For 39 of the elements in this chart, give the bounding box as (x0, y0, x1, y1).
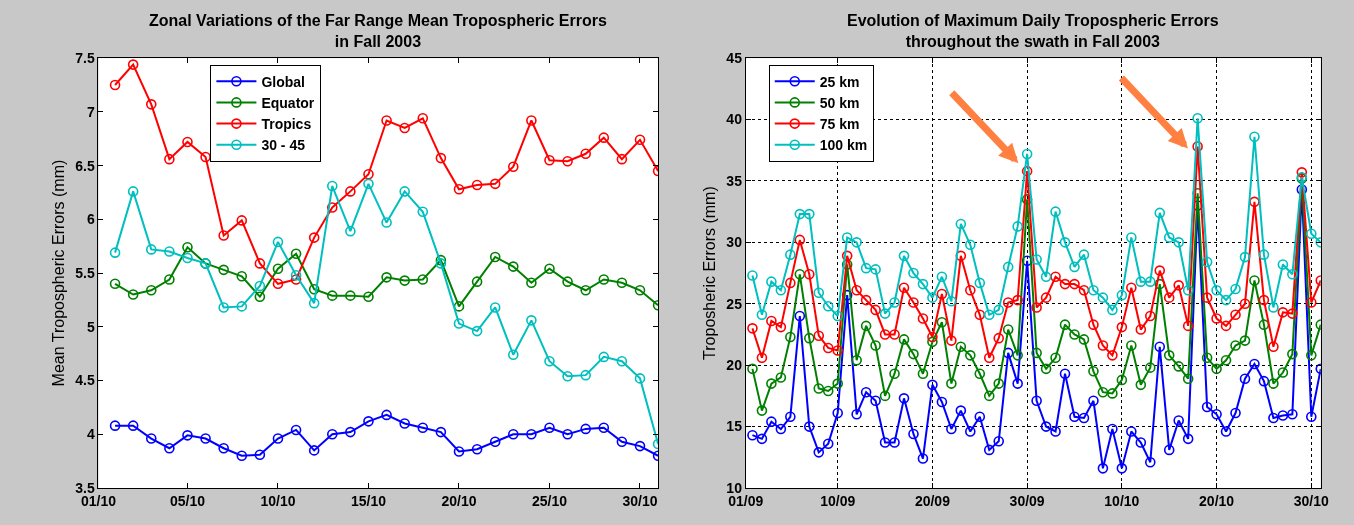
x-tick-label: 15/10 (350, 492, 387, 509)
y-tick-label: 40 (726, 111, 743, 128)
x-tick-label: 10/09 (820, 492, 856, 509)
y-tick-label: 4 (86, 426, 95, 443)
chart-title: Evolution of Maximum Daily Tropospheric Errors throughout the swath in Fall 2003 (847, 12, 1219, 50)
x-tick-label: 20/09 (914, 492, 951, 509)
legend-label: 75 km (819, 116, 860, 133)
y-tick-label: 20 (726, 357, 743, 374)
x-tick-label: 10/10 (260, 492, 296, 509)
legend-label: 100 km (819, 137, 868, 154)
legend-label: 25 km (819, 73, 860, 90)
x-tick-label: 30/09 (1009, 492, 1045, 509)
legend-label: Tropics (261, 116, 312, 133)
y-tick-label: 4.5 (75, 372, 95, 389)
x-tick-label: 30/10 (1293, 492, 1330, 509)
y-tick-label: 30 (726, 234, 743, 251)
y-axis-title: Mean Tropospheric Errors (mm) (50, 159, 68, 387)
y-tick-label: 7.5 (75, 50, 95, 67)
chart-title: Zonal Variations of the Far Range Mean Tropospheric Errors in Fall 2003 (149, 12, 607, 50)
x-tick-label: 30/10 (622, 492, 658, 509)
x-tick-label: 20/10 (441, 492, 477, 509)
y-tick-label: 35 (726, 172, 743, 189)
y-tick-label: 5 (86, 318, 95, 335)
x-tick-label: 25/10 (531, 492, 568, 509)
x-tick-label: 10/10 (1104, 492, 1140, 509)
y-axis-title: Troposheric Errors (mm) (701, 186, 719, 360)
legend-label: Global (261, 73, 305, 90)
y-tick-label: 6.5 (75, 157, 95, 174)
y-tick-label: 7 (86, 103, 95, 120)
y-tick-label: 5.5 (75, 264, 95, 281)
x-tick-label: 20/10 (1199, 492, 1235, 509)
y-tick-label: 6 (86, 211, 95, 228)
legend-label: 50 km (819, 94, 860, 111)
x-tick-label: 05/10 (169, 492, 206, 509)
legend-label: 30 - 45 (261, 137, 306, 154)
legend-label: Equator (261, 94, 315, 111)
y-tick-label: 25 (726, 295, 743, 312)
y-tick-label: 15 (726, 418, 743, 435)
y-tick-label: 45 (726, 50, 743, 67)
